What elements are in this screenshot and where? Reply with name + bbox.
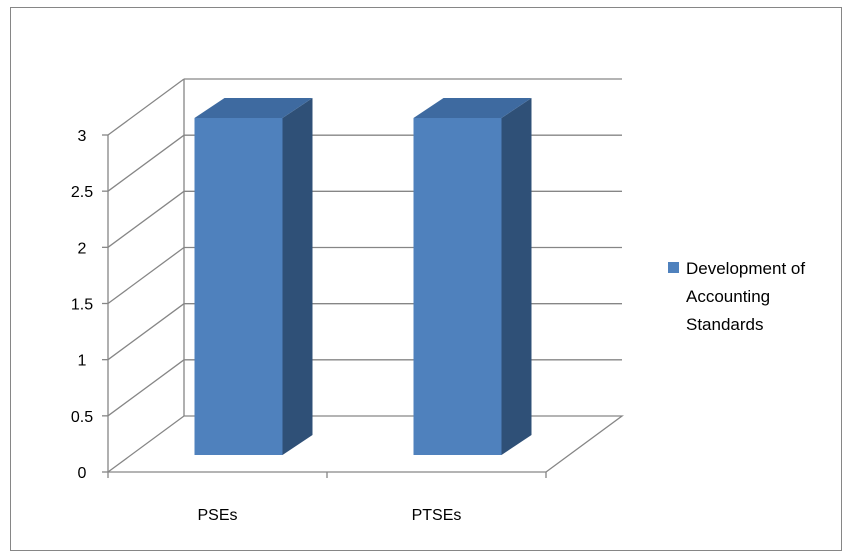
legend-label-line: Standards — [686, 315, 764, 334]
side-gridline — [107, 359, 185, 417]
legend: Development of Accounting Standards — [668, 259, 805, 334]
side-gridline — [107, 134, 185, 192]
bar-front-face — [413, 118, 502, 455]
side-gridline — [107, 78, 185, 136]
side-gridline — [107, 303, 185, 361]
x-tick-label: PTSEs — [412, 507, 462, 524]
bars — [194, 98, 532, 455]
legend-label-line: Development of — [686, 259, 805, 278]
side-gridline — [107, 190, 185, 248]
x-tick-label: PSEs — [197, 507, 237, 524]
y-tick-label: 1 — [78, 353, 87, 370]
y-tick-label: 0.5 — [71, 409, 93, 426]
y-tick-label: 2 — [78, 240, 87, 257]
gridlines — [107, 78, 624, 473]
bar-front-face — [194, 118, 283, 455]
bar-top-face — [194, 98, 313, 118]
bar-ptses — [413, 98, 532, 455]
bar-pses — [194, 98, 313, 455]
floor-outline — [107, 415, 624, 473]
y-tick-label: 3 — [78, 128, 87, 145]
side-gridline — [107, 246, 185, 305]
y-tick-label: 1.5 — [71, 297, 93, 314]
y-tick-label: 2.5 — [71, 184, 93, 201]
bar-top-face — [413, 98, 532, 118]
axes — [102, 134, 547, 478]
y-tick-label: 0 — [78, 465, 87, 482]
bar-side-face — [501, 98, 532, 455]
bar-side-face — [282, 98, 313, 455]
x-tick-labels: PSEs PTSEs — [197, 507, 461, 524]
legend-swatch — [668, 262, 679, 273]
legend-label-line: Accounting — [686, 287, 770, 306]
y-tick-labels: 0 0.5 1 1.5 2 2.5 3 — [71, 128, 93, 482]
